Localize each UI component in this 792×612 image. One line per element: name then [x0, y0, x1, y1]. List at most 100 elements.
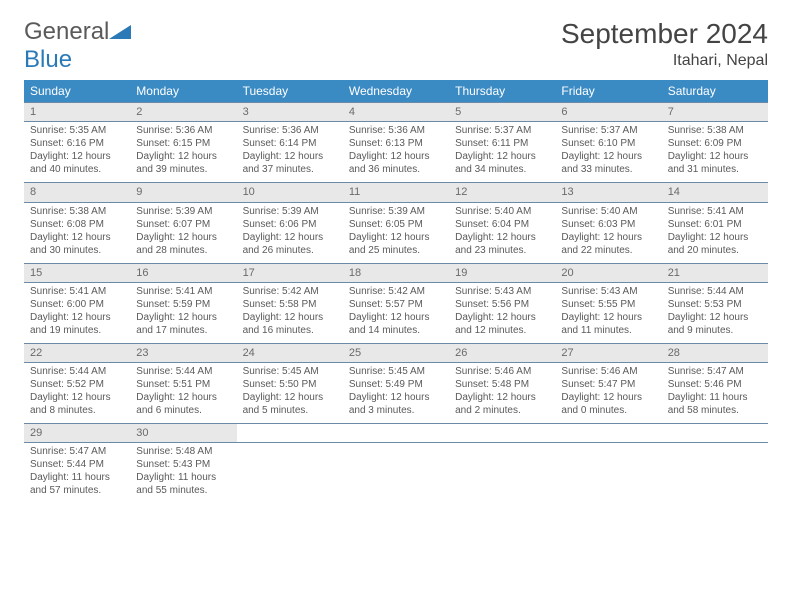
sunrise-text: Sunrise: 5:40 AM: [455, 205, 549, 218]
sunrise-text: Sunrise: 5:41 AM: [136, 285, 230, 298]
day-content-cell: Sunrise: 5:48 AMSunset: 5:43 PMDaylight:…: [130, 443, 236, 504]
day-number-cell: 8: [24, 183, 130, 202]
day-number-row: 2930: [24, 424, 768, 443]
sunrise-text: Sunrise: 5:48 AM: [136, 445, 230, 458]
sunrise-text: Sunrise: 5:39 AM: [349, 205, 443, 218]
day-content-cell: Sunrise: 5:39 AMSunset: 6:05 PMDaylight:…: [343, 202, 449, 263]
day-number-cell: 15: [24, 263, 130, 282]
sunset-text: Sunset: 6:15 PM: [136, 137, 230, 150]
day-number-row: 15161718192021: [24, 263, 768, 282]
day-content-cell: Sunrise: 5:40 AMSunset: 6:03 PMDaylight:…: [555, 202, 661, 263]
daylight-text: Daylight: 12 hours and 31 minutes.: [668, 150, 762, 176]
weekday-header: Thursday: [449, 80, 555, 103]
logo-word2: Blue: [24, 46, 72, 73]
day-content-cell: Sunrise: 5:43 AMSunset: 5:56 PMDaylight:…: [449, 282, 555, 343]
day-content-cell: [662, 443, 768, 504]
day-content-cell: Sunrise: 5:39 AMSunset: 6:06 PMDaylight:…: [237, 202, 343, 263]
sunrise-text: Sunrise: 5:43 AM: [455, 285, 549, 298]
sunset-text: Sunset: 5:50 PM: [243, 378, 337, 391]
day-number-cell: 12: [449, 183, 555, 202]
sunrise-text: Sunrise: 5:42 AM: [243, 285, 337, 298]
day-content-cell: Sunrise: 5:37 AMSunset: 6:11 PMDaylight:…: [449, 122, 555, 183]
day-number-cell: 2: [130, 103, 236, 122]
day-content-cell: Sunrise: 5:40 AMSunset: 6:04 PMDaylight:…: [449, 202, 555, 263]
sunset-text: Sunset: 5:48 PM: [455, 378, 549, 391]
day-content-cell: Sunrise: 5:42 AMSunset: 5:58 PMDaylight:…: [237, 282, 343, 343]
sunrise-text: Sunrise: 5:40 AM: [561, 205, 655, 218]
sunset-text: Sunset: 5:56 PM: [455, 298, 549, 311]
day-number-cell: [449, 424, 555, 443]
day-number-cell: [555, 424, 661, 443]
day-number-cell: 5: [449, 103, 555, 122]
daylight-text: Daylight: 12 hours and 19 minutes.: [30, 311, 124, 337]
sunrise-text: Sunrise: 5:35 AM: [30, 124, 124, 137]
day-number-cell: [237, 424, 343, 443]
daylight-text: Daylight: 11 hours and 55 minutes.: [136, 471, 230, 497]
day-content-cell: [343, 443, 449, 504]
sunset-text: Sunset: 5:52 PM: [30, 378, 124, 391]
day-number-cell: 16: [130, 263, 236, 282]
weekday-header-row: Sunday Monday Tuesday Wednesday Thursday…: [24, 80, 768, 103]
logo-word1: General: [24, 18, 109, 45]
day-content-cell: Sunrise: 5:45 AMSunset: 5:50 PMDaylight:…: [237, 363, 343, 424]
sunset-text: Sunset: 5:59 PM: [136, 298, 230, 311]
day-content-cell: [237, 443, 343, 504]
day-content-cell: Sunrise: 5:36 AMSunset: 6:13 PMDaylight:…: [343, 122, 449, 183]
sunrise-text: Sunrise: 5:36 AM: [136, 124, 230, 137]
day-number-cell: 23: [130, 343, 236, 362]
day-content-cell: Sunrise: 5:41 AMSunset: 6:00 PMDaylight:…: [24, 282, 130, 343]
daylight-text: Daylight: 11 hours and 58 minutes.: [668, 391, 762, 417]
sunrise-text: Sunrise: 5:38 AM: [668, 124, 762, 137]
day-number-cell: 1: [24, 103, 130, 122]
sunrise-text: Sunrise: 5:47 AM: [668, 365, 762, 378]
daylight-text: Daylight: 12 hours and 25 minutes.: [349, 231, 443, 257]
day-content-cell: Sunrise: 5:38 AMSunset: 6:09 PMDaylight:…: [662, 122, 768, 183]
day-content-cell: Sunrise: 5:44 AMSunset: 5:51 PMDaylight:…: [130, 363, 236, 424]
weekday-header: Friday: [555, 80, 661, 103]
day-content-cell: Sunrise: 5:35 AMSunset: 6:16 PMDaylight:…: [24, 122, 130, 183]
daylight-text: Daylight: 12 hours and 17 minutes.: [136, 311, 230, 337]
daylight-text: Daylight: 12 hours and 22 minutes.: [561, 231, 655, 257]
sunset-text: Sunset: 5:55 PM: [561, 298, 655, 311]
sunset-text: Sunset: 6:03 PM: [561, 218, 655, 231]
sunrise-text: Sunrise: 5:44 AM: [136, 365, 230, 378]
sunrise-text: Sunrise: 5:47 AM: [30, 445, 124, 458]
day-content-cell: Sunrise: 5:36 AMSunset: 6:15 PMDaylight:…: [130, 122, 236, 183]
daylight-text: Daylight: 12 hours and 14 minutes.: [349, 311, 443, 337]
sunset-text: Sunset: 5:46 PM: [668, 378, 762, 391]
day-content-row: Sunrise: 5:47 AMSunset: 5:44 PMDaylight:…: [24, 443, 768, 504]
day-number-cell: [662, 424, 768, 443]
daylight-text: Daylight: 12 hours and 2 minutes.: [455, 391, 549, 417]
sunset-text: Sunset: 6:08 PM: [30, 218, 124, 231]
daylight-text: Daylight: 12 hours and 6 minutes.: [136, 391, 230, 417]
sunrise-text: Sunrise: 5:39 AM: [136, 205, 230, 218]
sunrise-text: Sunrise: 5:36 AM: [243, 124, 337, 137]
title-block: September 2024 Itahari, Nepal: [561, 18, 768, 70]
daylight-text: Daylight: 12 hours and 0 minutes.: [561, 391, 655, 417]
day-number-cell: 29: [24, 424, 130, 443]
sunset-text: Sunset: 6:07 PM: [136, 218, 230, 231]
day-content-cell: Sunrise: 5:39 AMSunset: 6:07 PMDaylight:…: [130, 202, 236, 263]
sunrise-text: Sunrise: 5:37 AM: [455, 124, 549, 137]
daylight-text: Daylight: 12 hours and 8 minutes.: [30, 391, 124, 417]
daylight-text: Daylight: 11 hours and 57 minutes.: [30, 471, 124, 497]
sunset-text: Sunset: 6:04 PM: [455, 218, 549, 231]
day-content-cell: [555, 443, 661, 504]
day-content-row: Sunrise: 5:35 AMSunset: 6:16 PMDaylight:…: [24, 122, 768, 183]
sunrise-text: Sunrise: 5:45 AM: [243, 365, 337, 378]
sunrise-text: Sunrise: 5:45 AM: [349, 365, 443, 378]
logo: GeneralBlue: [24, 18, 131, 74]
daylight-text: Daylight: 12 hours and 11 minutes.: [561, 311, 655, 337]
day-number-cell: 3: [237, 103, 343, 122]
day-number-cell: 14: [662, 183, 768, 202]
logo-text: GeneralBlue: [24, 18, 131, 74]
sunset-text: Sunset: 6:11 PM: [455, 137, 549, 150]
day-content-cell: Sunrise: 5:47 AMSunset: 5:46 PMDaylight:…: [662, 363, 768, 424]
day-number-cell: 24: [237, 343, 343, 362]
calendar-body: 1234567Sunrise: 5:35 AMSunset: 6:16 PMDa…: [24, 103, 768, 504]
daylight-text: Daylight: 12 hours and 26 minutes.: [243, 231, 337, 257]
weekday-header: Tuesday: [237, 80, 343, 103]
sunset-text: Sunset: 6:06 PM: [243, 218, 337, 231]
weekday-header: Wednesday: [343, 80, 449, 103]
day-content-cell: Sunrise: 5:46 AMSunset: 5:48 PMDaylight:…: [449, 363, 555, 424]
